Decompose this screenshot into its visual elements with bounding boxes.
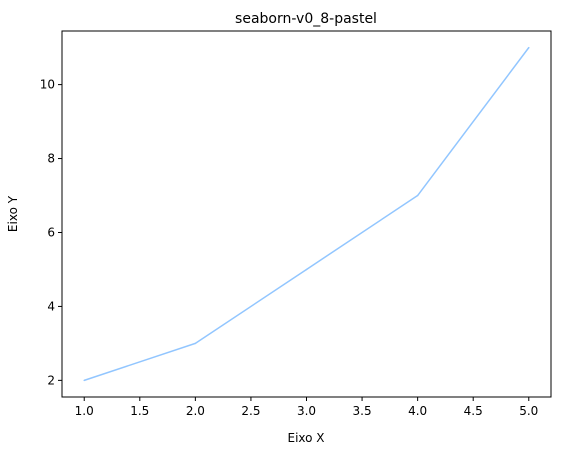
data-point — [194, 342, 197, 345]
y-tick-label: 8 — [47, 152, 55, 166]
chart-title: seaborn-v0_8-pastel — [235, 11, 377, 27]
y-tick-label: 6 — [47, 225, 55, 239]
y-axis-label: Eixo Y — [6, 195, 20, 232]
data-point — [305, 268, 308, 271]
y-tick-label: 4 — [47, 299, 55, 313]
x-tick-label: 3.0 — [297, 404, 316, 418]
x-tick-label: 1.5 — [130, 404, 149, 418]
x-tick-label: 2.0 — [186, 404, 205, 418]
x-tick-label: 4.5 — [464, 404, 483, 418]
series-layer — [83, 46, 530, 382]
x-axis-label: Eixo X — [287, 431, 324, 445]
y-tick-label: 2 — [47, 373, 55, 387]
x-tick-label: 1.0 — [75, 404, 94, 418]
y-tick-label: 10 — [40, 78, 55, 92]
x-axis: 1.0 1.5 2.0 2.5 3.0 3.5 4.0 4.5 5.0 — [75, 397, 538, 418]
data-point — [528, 46, 530, 49]
x-tick-label: 2.5 — [241, 404, 260, 418]
x-tick-label: 5.0 — [519, 404, 538, 418]
data-point — [416, 194, 419, 197]
x-tick-label: 3.5 — [353, 404, 372, 418]
x-tick-label: 4.0 — [408, 404, 427, 418]
data-point — [83, 379, 85, 382]
series-line — [83, 47, 530, 382]
plot-area-frame — [61, 30, 552, 398]
y-axis: 2 4 6 8 10 — [40, 78, 62, 387]
